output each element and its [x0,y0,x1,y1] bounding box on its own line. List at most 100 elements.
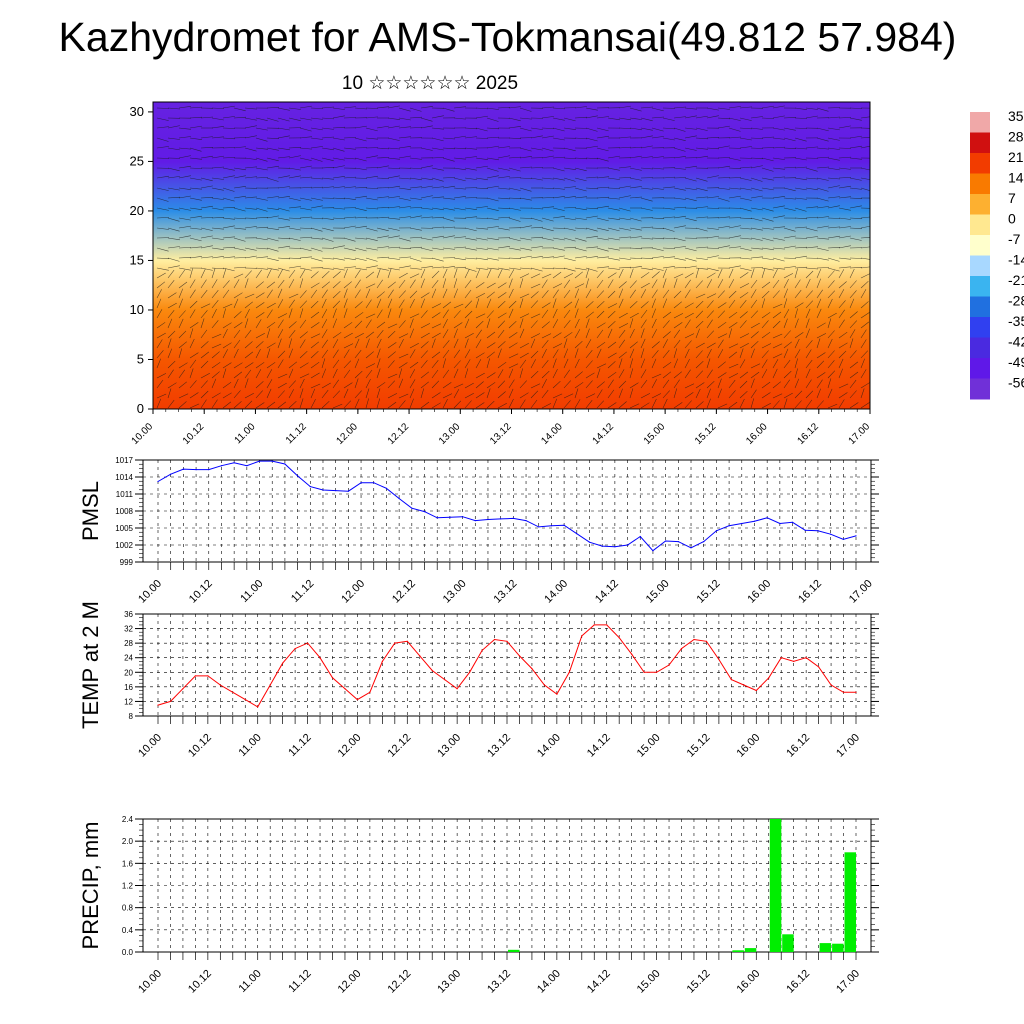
wind-barb [321,217,334,220]
wind-barb [750,310,759,319]
wind-barb [761,268,766,279]
wind-barb [750,378,755,389]
wind-barb [860,301,869,309]
wind-barb [640,358,646,369]
wind-barb [552,319,559,329]
wind-barb [387,267,400,271]
wind-barb [684,340,692,349]
wind-barb [849,135,862,139]
wind-barb [794,246,808,249]
wind-barb [706,388,711,399]
wind-barb [783,147,797,149]
wind-barb [651,227,665,229]
wind-barb [640,207,653,211]
wind-barb [288,175,301,179]
data-point [219,684,221,686]
wind-barb [255,147,268,150]
wind-barb [266,321,276,329]
wind-barb [816,197,829,202]
wind-barb [277,401,287,409]
wind-barb [464,177,477,180]
wind-barb [860,402,870,409]
colorbar-label: 0 [1008,211,1016,227]
wind-barb [618,329,626,339]
wind-barb [222,303,233,309]
wind-barb [552,368,558,379]
wind-barb [761,281,771,289]
wind-barb [288,348,293,359]
wind-barb [651,107,664,112]
wind-barb [541,155,554,159]
x-tick-label: 14.12 [585,968,613,996]
wind-barb [475,381,484,389]
wind-barb [222,322,232,329]
wind-barb [706,196,719,199]
y-tick-label: 1.6 [122,859,134,868]
wind-barb [398,256,412,259]
wind-barb [519,237,532,241]
wind-barb [211,117,224,121]
wind-barb [475,177,488,181]
wind-barb [651,116,665,119]
wind-barb [640,301,649,309]
data-point [331,677,334,679]
wind-barb [541,106,555,109]
wind-barb [629,341,638,349]
wind-barb [783,359,791,369]
wind-barb [585,157,599,160]
wind-barb [816,166,830,169]
wind-barb [475,107,489,110]
colorbar-swatch [970,255,990,277]
wind-barb [695,360,704,369]
wind-barb [750,127,763,130]
wind-barb [585,400,593,409]
wind-barb [794,147,808,150]
wind-barb [805,368,811,379]
wind-barb [464,392,474,399]
wind-barb [563,400,571,409]
wind-barb [838,125,851,129]
wind-barb [167,280,175,289]
wind-barb [651,373,662,379]
wind-barb [629,268,634,279]
wind-barb [530,383,541,389]
wind-barb [794,217,808,220]
wind-barb [156,197,169,202]
wind-barb [156,393,167,399]
wind-barb [849,107,863,109]
wind-barb [717,378,722,389]
wind-barb [277,245,290,249]
wind-barb [354,247,367,252]
wind-barb [299,247,312,252]
wind-barb [563,267,576,272]
wind-barb [189,137,202,140]
wind-barb [640,197,653,202]
wind-barb [431,186,444,189]
x-tick-label: 16.00 [745,578,773,606]
wind-barb [508,217,521,222]
wind-barb [695,115,708,119]
wind-barb [156,398,162,409]
wind-barb [783,207,796,211]
wind-barb [838,319,845,329]
wind-barb [728,351,738,359]
wind-barb [310,157,323,162]
wind-barb [618,358,623,369]
wind-barb [728,299,736,309]
wind-barb [288,147,302,149]
wind-barb [277,390,285,399]
wind-barb [376,348,381,359]
wind-barb [156,379,164,389]
wind-barb [497,207,511,209]
wind-barb [706,380,715,389]
wind-barb [332,197,346,200]
wind-barb [673,137,686,141]
wind-barb [684,392,694,399]
y-axis-title: TEMP at 2 M [78,601,103,729]
wind-barb [750,227,763,231]
wind-barb [849,311,858,319]
wind-barb [772,205,785,209]
wind-barb [574,256,587,259]
wind-barb [200,185,213,189]
wind-barb [629,146,643,149]
